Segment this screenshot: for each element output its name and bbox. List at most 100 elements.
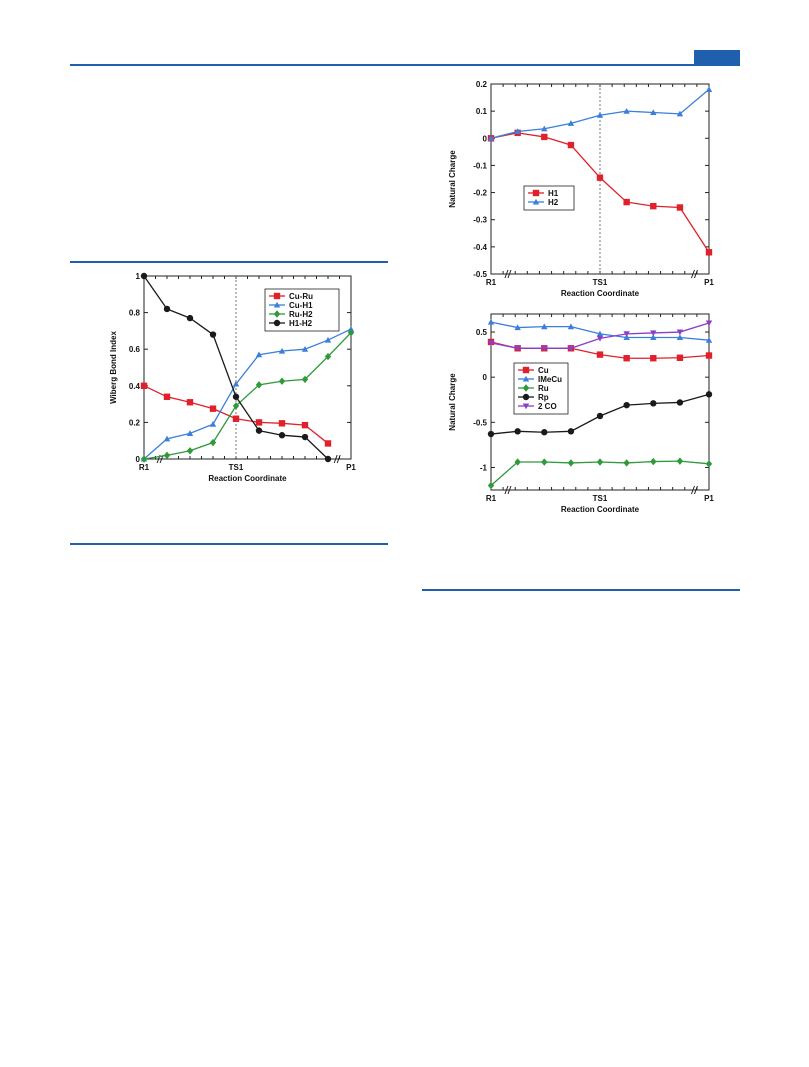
- data-point: [650, 334, 657, 341]
- legend-label: IMeCu: [538, 375, 562, 384]
- data-point: [186, 399, 194, 406]
- data-point: [209, 331, 217, 338]
- data-point: [541, 125, 548, 132]
- data-point: [650, 330, 657, 337]
- axis-break-mark: [504, 269, 509, 279]
- legend-marker: [532, 189, 540, 197]
- y-tick-label: 0.6: [129, 345, 141, 354]
- data-point: [186, 314, 194, 322]
- data-point: [324, 455, 332, 463]
- data-point: [541, 345, 548, 352]
- x-tick-label: P1: [704, 494, 714, 503]
- data-point: [209, 421, 217, 427]
- data-point: [209, 405, 217, 412]
- data-point: [255, 351, 263, 358]
- data-point: [676, 110, 684, 117]
- x-tick-label: R1: [139, 463, 150, 472]
- y-tick-label: 0.2: [476, 80, 488, 89]
- y-tick-label: 0: [483, 134, 488, 143]
- data-point: [541, 429, 548, 436]
- figure-top-rule: [70, 261, 388, 263]
- legend-label: Cu: [538, 366, 549, 375]
- data-point: [301, 375, 309, 384]
- data-point: [140, 272, 148, 280]
- series-2-co: [487, 320, 713, 352]
- axis-break-mark: [507, 485, 512, 495]
- data-point: [676, 329, 684, 336]
- legend-marker: [273, 301, 281, 308]
- data-point: [209, 438, 217, 447]
- data-point: [301, 421, 309, 429]
- data-point: [186, 447, 194, 455]
- data-point: [347, 329, 355, 337]
- data-point: [567, 323, 575, 330]
- legend-label: Cu-Ru: [289, 292, 313, 301]
- legend-label: H1: [548, 189, 559, 198]
- data-point: [278, 420, 286, 427]
- series-cu: [487, 338, 713, 362]
- data-point: [705, 352, 713, 359]
- y-tick-label: 0.5: [476, 328, 488, 337]
- legend-marker: [522, 366, 530, 374]
- data-point: [596, 458, 604, 466]
- data-point: [278, 347, 286, 354]
- data-point: [487, 135, 495, 141]
- data-point: [650, 457, 657, 466]
- data-point: [232, 402, 240, 410]
- data-point: [567, 141, 575, 149]
- data-point: [596, 335, 604, 342]
- legend-label: Cu-H1: [289, 301, 313, 310]
- y-tick-label: 0.8: [129, 309, 141, 318]
- data-point: [623, 107, 630, 114]
- legend-box: [523, 185, 575, 211]
- data-point: [514, 428, 521, 435]
- data-point: [255, 427, 263, 434]
- axis-break-mark: [336, 454, 341, 464]
- data-point: [487, 481, 495, 490]
- data-point: [163, 451, 171, 460]
- axis-break-mark: [693, 485, 698, 495]
- series-imecu: [487, 318, 713, 343]
- data-point: [596, 330, 604, 337]
- data-point: [541, 458, 548, 466]
- data-point: [650, 400, 657, 407]
- data-point: [705, 391, 713, 398]
- data-point: [232, 393, 240, 400]
- y-tick-label: 0.2: [129, 418, 141, 427]
- data-point: [623, 334, 630, 341]
- data-point: [623, 331, 630, 338]
- x-axis-label: Reaction Coordinate: [561, 505, 640, 514]
- y-tick-label: -0.1: [473, 161, 487, 170]
- data-point: [324, 440, 332, 447]
- data-point: [676, 354, 684, 361]
- data-point: [278, 432, 286, 439]
- data-point: [676, 457, 684, 465]
- legend-label: Ru-H2: [289, 310, 313, 319]
- x-tick-label: P1: [704, 278, 714, 287]
- header-block: [694, 50, 740, 65]
- data-point: [623, 401, 630, 409]
- x-tick-label: TS1: [229, 463, 244, 472]
- y-tick-label: -0.5: [473, 270, 487, 279]
- data-point: [676, 204, 684, 211]
- data-point: [596, 174, 604, 181]
- data-point: [567, 428, 575, 435]
- series-line: [143, 328, 352, 460]
- data-point: [567, 120, 575, 126]
- x-tick-label: R1: [486, 494, 497, 503]
- series-h1-h2: [140, 272, 332, 463]
- data-point: [324, 336, 332, 343]
- axis-break-mark: [690, 269, 695, 279]
- y-tick-label: -0.5: [473, 418, 487, 427]
- data-point: [705, 460, 713, 468]
- y-axis-label: Wiberg Bond Index: [109, 331, 118, 404]
- data-point: [232, 415, 240, 422]
- y-tick-label: 0: [136, 455, 141, 464]
- data-point: [514, 458, 521, 466]
- data-point: [623, 198, 630, 206]
- y-axis-label: Natural Charge: [448, 373, 457, 431]
- data-point: [514, 128, 521, 135]
- y-tick-label: 1: [136, 272, 141, 281]
- data-point: [705, 336, 713, 343]
